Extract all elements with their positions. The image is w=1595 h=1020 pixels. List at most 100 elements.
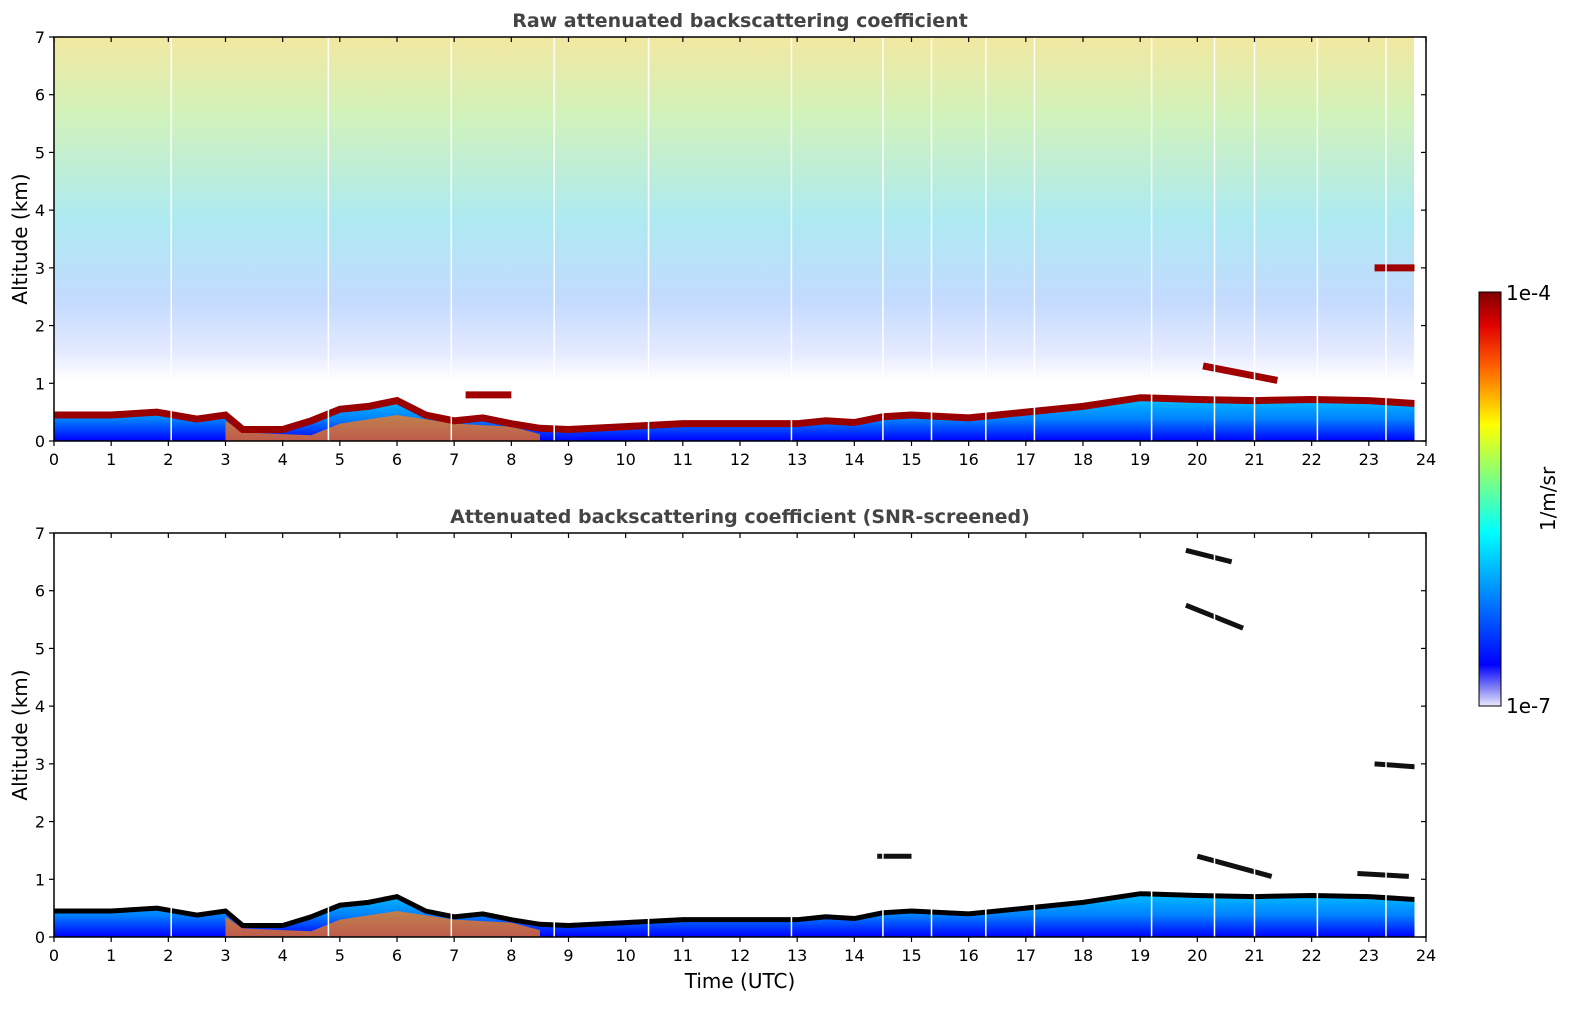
x-tick-label: 2 bbox=[163, 450, 173, 469]
screened-background bbox=[54, 533, 1426, 937]
y-tick-label: 0 bbox=[35, 928, 45, 947]
x-tick-label: 1 bbox=[106, 946, 116, 965]
no-data-region bbox=[1414, 37, 1426, 441]
screened-feature bbox=[1196, 853, 1273, 879]
y-tick-label: 6 bbox=[35, 86, 45, 105]
y-tick-label: 1 bbox=[35, 870, 45, 889]
colorbar: 1e-4 1e-7 1/m/sr bbox=[1478, 281, 1560, 718]
x-tick-label: 14 bbox=[844, 946, 864, 965]
dense-aerosol-region bbox=[225, 415, 540, 441]
y-tick-label: 3 bbox=[35, 259, 45, 278]
colorbar-gradient bbox=[1478, 291, 1502, 707]
y-tick-label: 2 bbox=[35, 813, 45, 832]
x-tick-label: 6 bbox=[392, 450, 402, 469]
x-tick-label: 5 bbox=[335, 946, 345, 965]
x-axis-label: Time (UTC) bbox=[684, 969, 796, 993]
snr-screened-panel: Attenuated backscattering coefficient (S… bbox=[8, 506, 1436, 993]
x-axis: 0 1 2 3 4 5 6 7 8 9 10 11 12 13 14 15 16 17 18 19 20 21 22 23 24 bbox=[49, 37, 1436, 469]
raw-backscatter-panel: Raw attenuated backscattering coefficien… bbox=[8, 10, 1436, 469]
x-tick-label: 17 bbox=[1016, 450, 1036, 469]
x-tick-label: 2 bbox=[163, 946, 173, 965]
boundary-layer-top bbox=[54, 394, 1415, 433]
no-data-region bbox=[1414, 533, 1426, 937]
raw-noise-field bbox=[54, 37, 1414, 441]
screened-feature bbox=[1185, 547, 1233, 565]
y-axis: 0 1 2 3 4 5 6 7 bbox=[35, 524, 1426, 947]
x-tick-label: 24 bbox=[1416, 946, 1436, 965]
x-tick-label: 12 bbox=[730, 450, 750, 469]
x-tick-label: 21 bbox=[1244, 450, 1264, 469]
x-tick-label: 22 bbox=[1301, 450, 1321, 469]
screened-features bbox=[877, 547, 1415, 879]
y-tick-label: 7 bbox=[35, 524, 45, 543]
colorbar-max-label: 1e-4 bbox=[1506, 281, 1551, 305]
x-tick-label: 18 bbox=[1073, 450, 1093, 469]
layers-top bbox=[54, 264, 1415, 441]
x-tick-label: 11 bbox=[673, 450, 693, 469]
x-tick-label: 10 bbox=[615, 450, 635, 469]
colorbar-unit-label: 1/m/sr bbox=[1536, 466, 1560, 531]
x-tick-label: 3 bbox=[220, 946, 230, 965]
x-tick-label: 23 bbox=[1359, 946, 1379, 965]
colorbar-min-label: 1e-7 bbox=[1506, 694, 1551, 718]
x-tick-label: 16 bbox=[958, 450, 978, 469]
x-tick-label: 13 bbox=[787, 450, 807, 469]
y-tick-label: 7 bbox=[35, 28, 45, 47]
x-tick-label: 7 bbox=[449, 946, 459, 965]
x-tick-label: 15 bbox=[901, 946, 921, 965]
y-axis-label: Altitude (km) bbox=[8, 173, 32, 304]
x-tick-label: 4 bbox=[278, 946, 288, 965]
x-tick-label: 17 bbox=[1016, 946, 1036, 965]
x-tick-label: 19 bbox=[1130, 450, 1150, 469]
y-tick-label: 5 bbox=[35, 143, 45, 162]
y-tick-label: 1 bbox=[35, 374, 45, 393]
y-axis-label: Altitude (km) bbox=[8, 669, 32, 800]
x-tick-label: 15 bbox=[901, 450, 921, 469]
layers-bottom bbox=[54, 891, 1415, 937]
x-tick-label: 19 bbox=[1130, 946, 1150, 965]
x-tick-label: 5 bbox=[335, 450, 345, 469]
x-tick-label: 14 bbox=[844, 450, 864, 469]
x-tick-label: 20 bbox=[1187, 450, 1207, 469]
x-tick-label: 11 bbox=[673, 946, 693, 965]
x-tick-label: 9 bbox=[563, 946, 573, 965]
x-tick-label: 12 bbox=[730, 946, 750, 965]
panel-title: Raw attenuated backscattering coefficien… bbox=[512, 10, 968, 32]
x-tick-label: 7 bbox=[449, 450, 459, 469]
x-tick-label: 22 bbox=[1301, 946, 1321, 965]
boundary-layer-top bbox=[54, 891, 1415, 928]
y-tick-label: 4 bbox=[35, 697, 45, 716]
data-gaps bbox=[170, 533, 1426, 937]
panel-title: Attenuated backscattering coefficient (S… bbox=[450, 506, 1030, 528]
x-tick-label: 21 bbox=[1244, 946, 1264, 965]
x-tick-label: 0 bbox=[49, 946, 59, 965]
cloud-layer bbox=[1202, 362, 1279, 384]
y-tick-label: 3 bbox=[35, 755, 45, 774]
screened-feature bbox=[1374, 761, 1415, 770]
x-axis: 0 1 2 3 4 5 6 7 8 9 10 11 12 13 14 15 16 17 18 19 20 21 22 23 24 bbox=[49, 533, 1436, 965]
y-tick-label: 5 bbox=[35, 639, 45, 658]
y-tick-label: 4 bbox=[35, 201, 45, 220]
screened-feature bbox=[1357, 871, 1409, 879]
x-tick-label: 4 bbox=[278, 450, 288, 469]
x-tick-label: 6 bbox=[392, 946, 402, 965]
x-tick-label: 0 bbox=[49, 450, 59, 469]
y-tick-label: 0 bbox=[35, 432, 45, 451]
x-tick-label: 1 bbox=[106, 450, 116, 469]
y-tick-label: 2 bbox=[35, 317, 45, 336]
data-gaps bbox=[170, 37, 1426, 441]
x-tick-label: 18 bbox=[1073, 946, 1093, 965]
x-tick-label: 8 bbox=[506, 450, 516, 469]
x-tick-label: 8 bbox=[506, 946, 516, 965]
x-tick-label: 16 bbox=[958, 946, 978, 965]
x-tick-label: 13 bbox=[787, 946, 807, 965]
x-tick-label: 3 bbox=[220, 450, 230, 469]
x-tick-label: 10 bbox=[615, 946, 635, 965]
y-axis: 0 1 2 3 4 5 6 7 bbox=[35, 28, 1426, 451]
y-tick-label: 6 bbox=[35, 582, 45, 601]
x-tick-label: 9 bbox=[563, 450, 573, 469]
dense-aerosol-region bbox=[225, 911, 540, 937]
x-tick-label: 20 bbox=[1187, 946, 1207, 965]
x-tick-label: 24 bbox=[1416, 450, 1436, 469]
